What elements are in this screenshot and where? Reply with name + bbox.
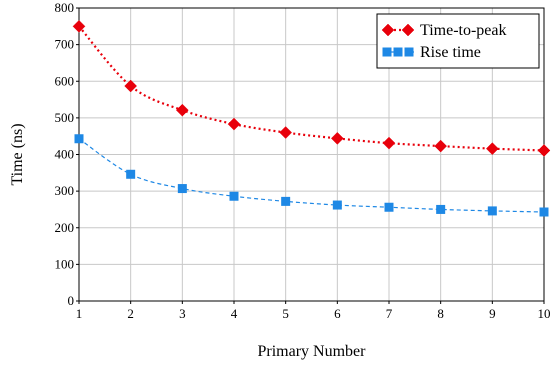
x-tick-label: 6: [334, 306, 341, 321]
square-marker: [281, 196, 291, 206]
x-tick-label: 4: [231, 306, 238, 321]
diamond-marker: [175, 103, 189, 117]
legend-item: Time-to-peak: [381, 22, 507, 39]
square-marker: [487, 206, 497, 216]
y-tick-label: 600: [55, 73, 75, 88]
square-marker: [404, 47, 414, 57]
diamond-marker: [382, 136, 396, 150]
legend-label: Time-to-peak: [420, 22, 507, 39]
series-rise-time: [74, 134, 549, 217]
square-marker: [74, 134, 84, 144]
x-tick-label: 2: [127, 306, 134, 321]
y-tick-label: 800: [55, 0, 75, 15]
legend-item: Rise time: [382, 44, 481, 61]
diamond-marker: [401, 23, 415, 37]
square-marker: [126, 169, 136, 179]
diamond-marker: [279, 126, 293, 139]
square-marker: [539, 207, 549, 217]
y-tick-label: 500: [55, 110, 75, 125]
square-marker: [177, 184, 187, 194]
y-tick-label: 400: [55, 147, 75, 162]
y-axis-title: Time (ns): [9, 123, 26, 185]
diamond-marker: [72, 19, 86, 33]
diamond-marker: [227, 117, 241, 131]
series-layer: [72, 19, 551, 217]
diamond-marker: [381, 23, 395, 37]
x-axis-title: Primary Number: [258, 343, 367, 360]
series-line: [78, 138, 545, 213]
series-line: [78, 25, 545, 152]
legend: Time-to-peak Rise time: [376, 13, 540, 69]
diamond-marker: [434, 139, 448, 153]
legend-label: Rise time: [420, 44, 481, 61]
x-tick-label: 3: [179, 306, 186, 321]
x-tick-label: 10: [538, 306, 551, 321]
y-axis: 0 100 200 300 400 500 600 700 800: [55, 0, 79, 308]
y-tick-label: 700: [55, 37, 75, 52]
diamond-marker: [330, 132, 344, 145]
square-marker: [332, 200, 342, 210]
diamond-marker: [537, 144, 551, 157]
y-tick-label: 300: [55, 183, 75, 198]
x-tick-label: 1: [76, 306, 83, 321]
square-marker: [384, 202, 394, 212]
y-tick-label: 0: [68, 293, 75, 308]
diamond-marker: [124, 79, 138, 93]
y-tick-label: 200: [55, 220, 75, 235]
x-tick-label: 7: [386, 306, 393, 321]
series-time-to-peak: [72, 19, 551, 157]
diamond-marker: [485, 142, 499, 155]
x-axis: 1 2 3 4 5 6 7 8 9 10: [76, 301, 551, 321]
legend-box: [376, 13, 540, 69]
x-tick-label: 9: [489, 306, 496, 321]
y-tick-label: 100: [55, 256, 75, 271]
square-marker: [229, 191, 239, 201]
square-marker: [382, 47, 392, 57]
x-tick-label: 5: [282, 306, 289, 321]
square-marker: [393, 47, 403, 57]
x-tick-label: 8: [437, 306, 444, 321]
square-marker: [436, 204, 446, 214]
